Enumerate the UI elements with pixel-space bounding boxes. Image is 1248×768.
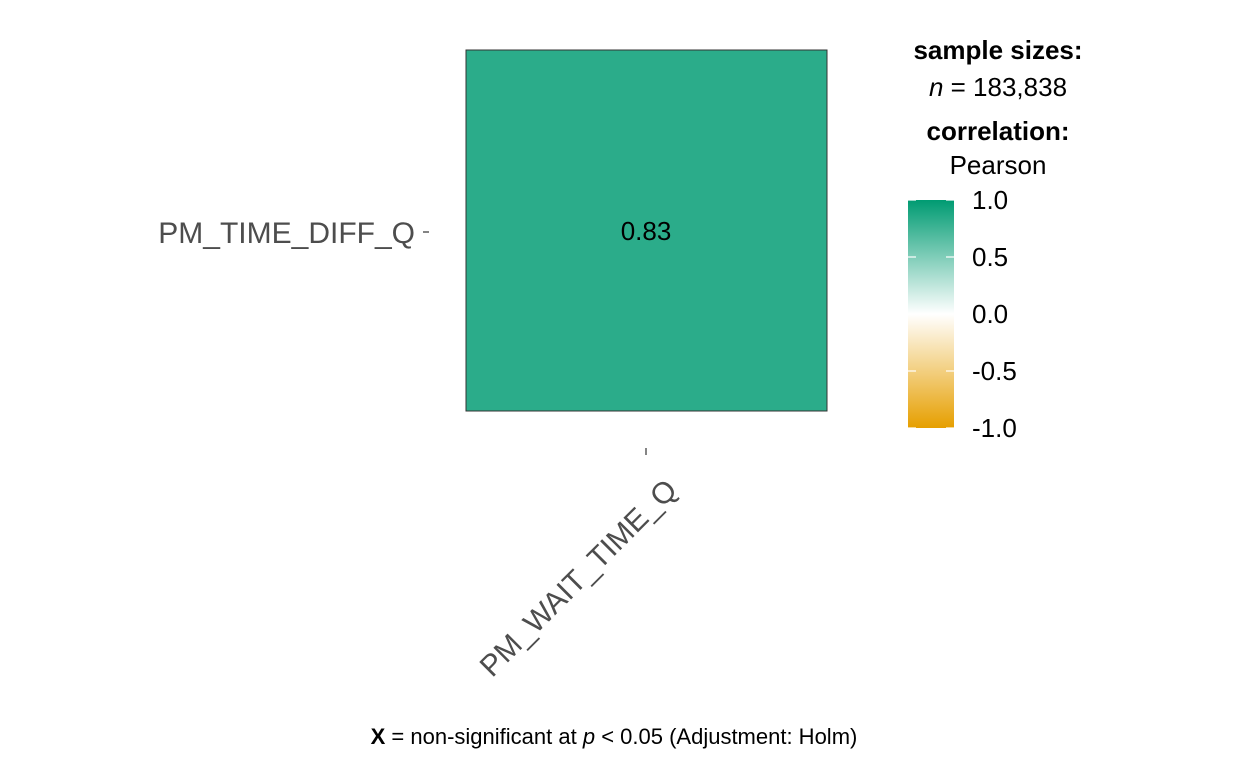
legend-tick-label: 1.0	[972, 185, 1008, 215]
significance-caption: X = non-significant at p < 0.05 (Adjustm…	[371, 724, 858, 749]
caption-text-pre: = non-significant at	[385, 724, 583, 749]
y-axis-label: PM_TIME_DIFF_Q	[158, 217, 415, 250]
legend-correlation-method: Pearson	[950, 150, 1047, 180]
legend-n-value: = 183,838	[943, 72, 1067, 102]
x-axis-label: PM_WAIT_TIME_Q	[474, 473, 684, 683]
legend: sample sizes: n = 183,838 correlation: P…	[908, 35, 1083, 443]
legend-tick-label: -1.0	[972, 413, 1017, 443]
legend-correlation-title: correlation:	[926, 116, 1069, 146]
legend-n-symbol: n	[929, 72, 943, 102]
legend-tick-label: 0.5	[972, 242, 1008, 272]
legend-tick-label: -0.5	[972, 356, 1017, 386]
caption-text-post: < 0.05 (Adjustment: Holm)	[595, 724, 857, 749]
legend-sample-sizes-title: sample sizes:	[913, 35, 1082, 65]
cell-value-label: 0.83	[621, 216, 672, 246]
caption-p-symbol: p	[582, 724, 595, 749]
legend-sample-size: n = 183,838	[929, 72, 1067, 102]
heatmap-cell	[465, 49, 828, 412]
legend-ticks: 1.0 0.5 0.0 -0.5 -1.0	[908, 185, 1017, 443]
caption-x-marker: X	[371, 724, 386, 749]
legend-tick-label: 0.0	[972, 299, 1008, 329]
